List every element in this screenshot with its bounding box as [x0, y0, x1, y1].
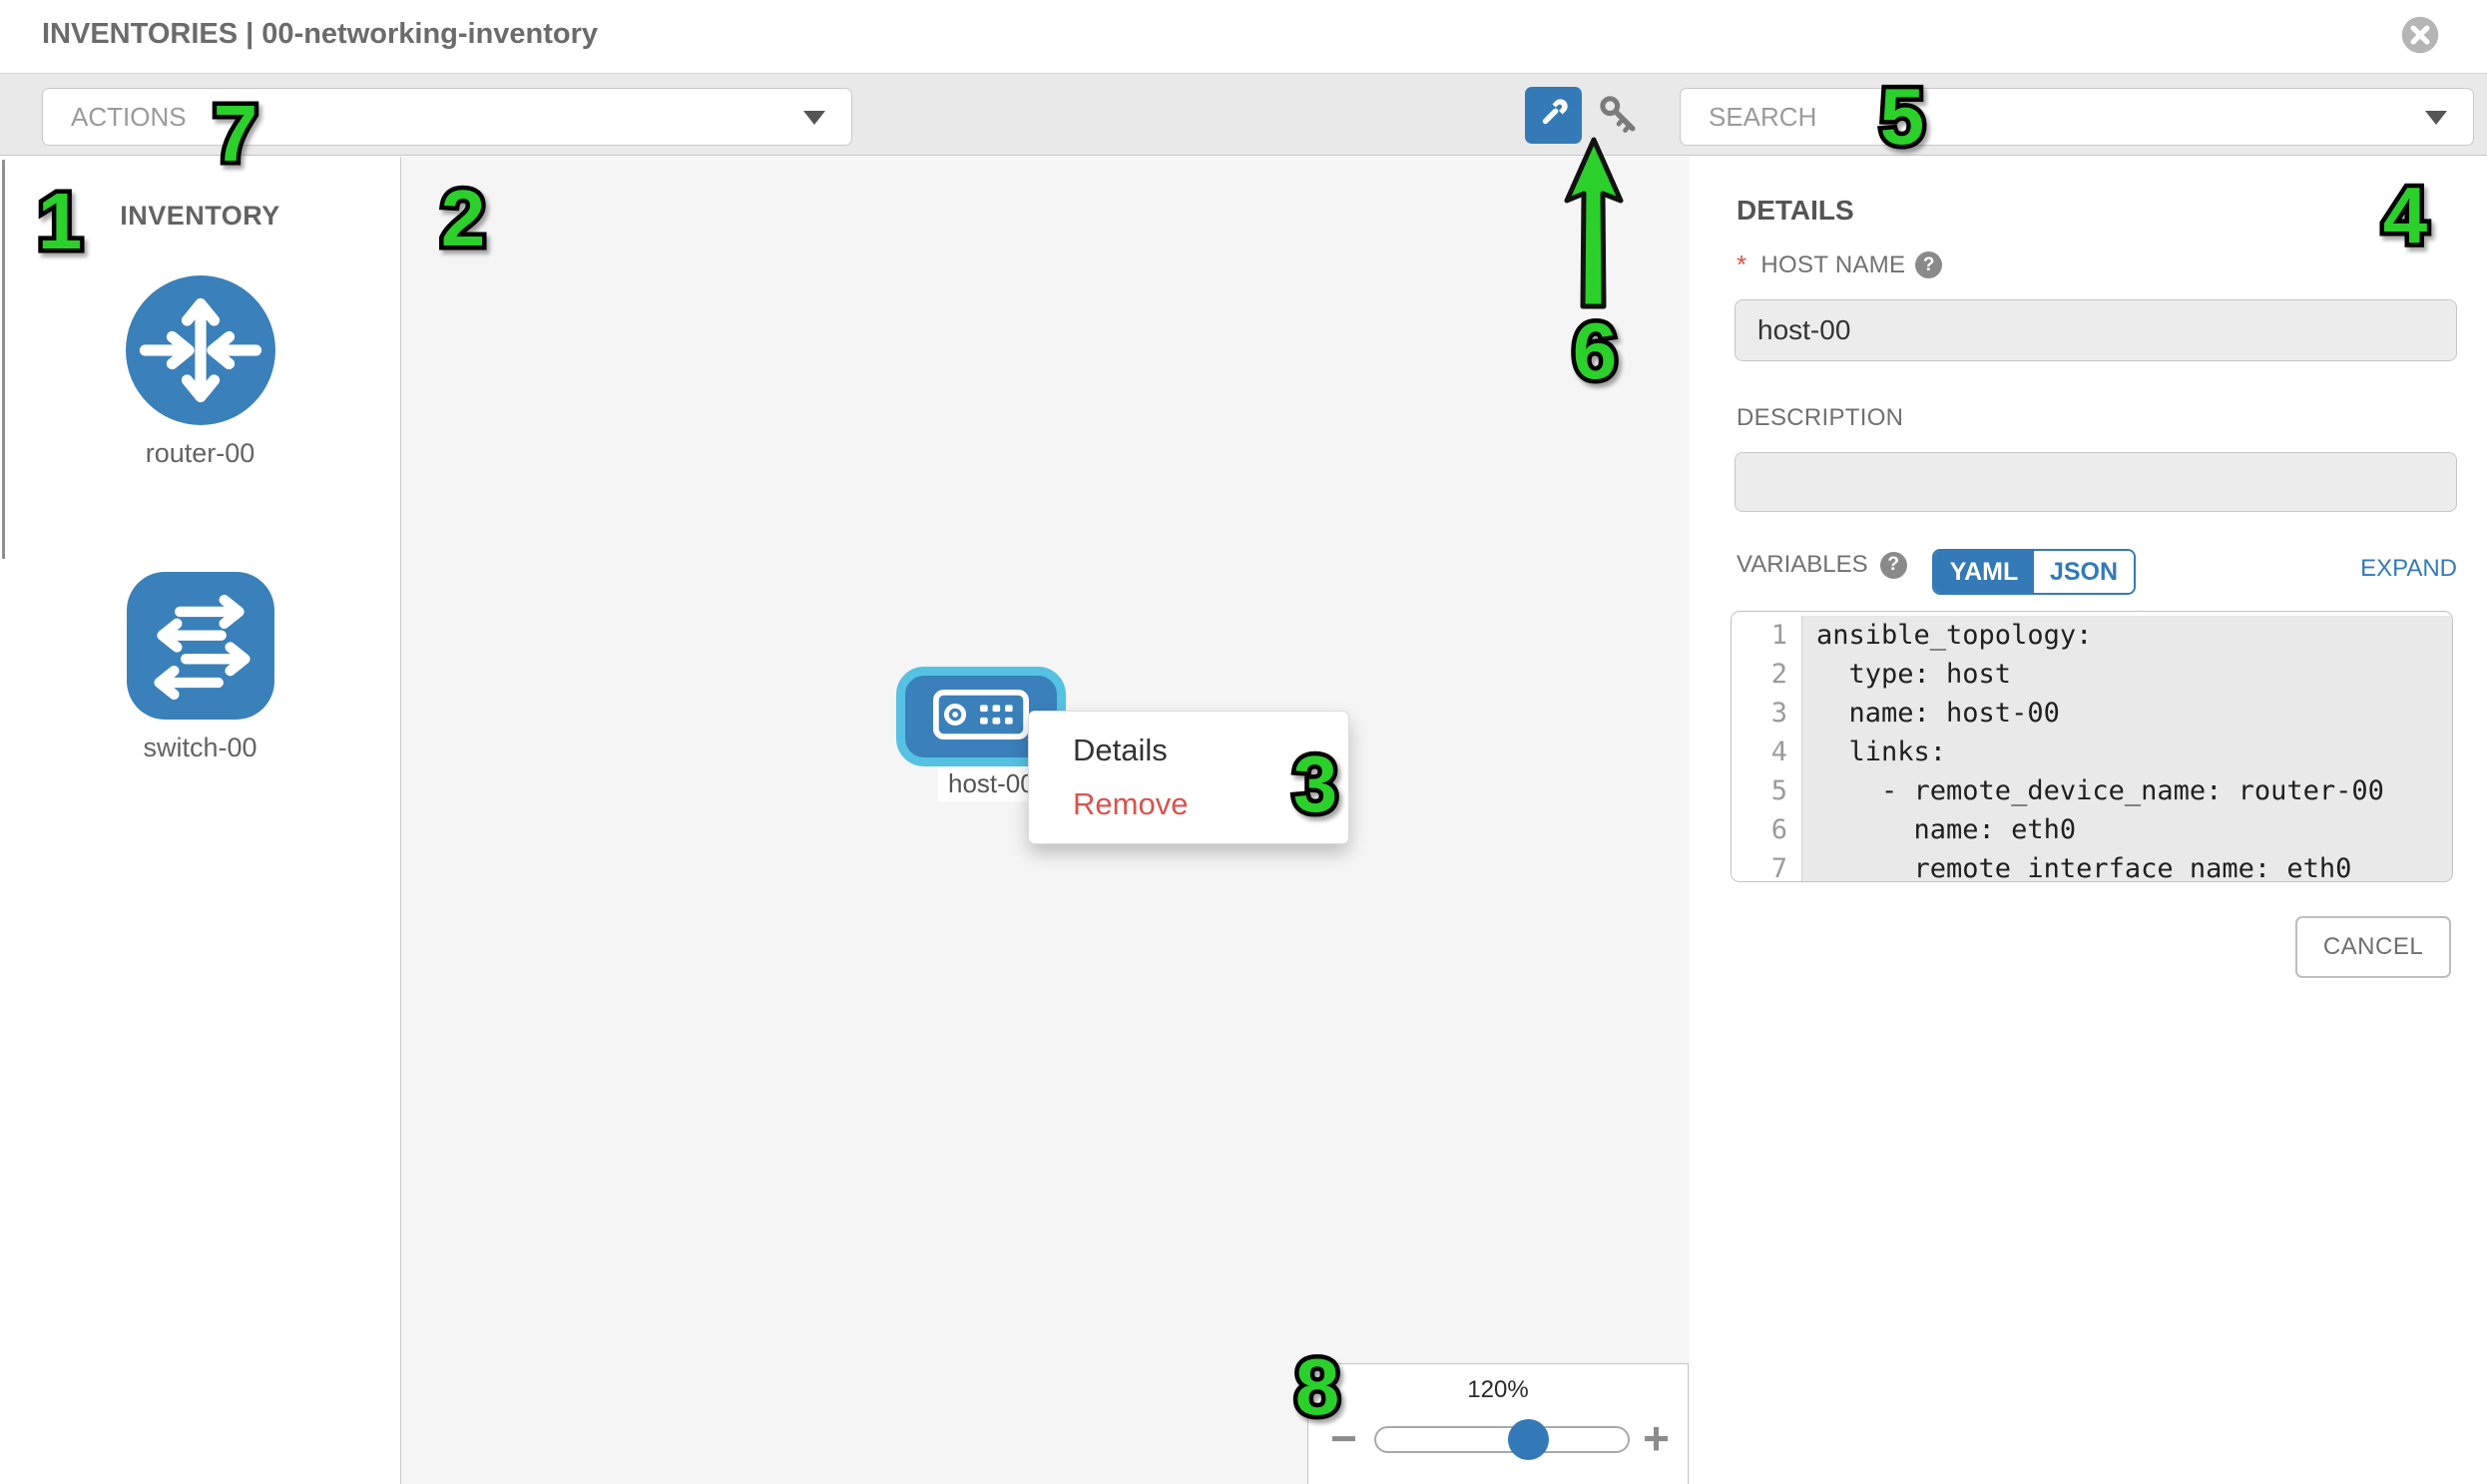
actions-dropdown[interactable]: ACTIONS: [42, 88, 852, 146]
caret-down-icon: [2425, 111, 2447, 125]
annotation-arrow-up: [1562, 137, 1626, 316]
annotation-marker-1: 1: [33, 173, 86, 270]
editor-line: 3 name: host-00: [1732, 694, 2452, 733]
variables-row: VARIABLES ? YAML JSON EXPAND: [1737, 549, 2457, 597]
zoom-panel: 120% − +: [1307, 1363, 1689, 1484]
page-title: INVENTORIES | 00-networking-inventory: [42, 18, 599, 50]
caret-down-icon: [803, 111, 825, 125]
host-icon: [933, 689, 1029, 744]
close-icon[interactable]: [2401, 16, 2439, 54]
host-name-label: * HOST NAME ?: [1737, 249, 1943, 280]
actions-dropdown-label: ACTIONS: [71, 101, 187, 132]
sidebar-scrollbar[interactable]: [2, 160, 5, 559]
header: INVENTORIES | 00-networking-inventory: [0, 0, 2487, 73]
editor-line: 7 remote_interface_name: eth0: [1732, 849, 2452, 881]
required-marker: *: [1737, 249, 1747, 279]
device-label: router-00: [145, 438, 255, 468]
router-icon: [125, 275, 275, 430]
annotation-marker-7: 7: [209, 85, 261, 183]
description-input[interactable]: [1735, 452, 2457, 512]
key-icon: [1596, 92, 1642, 143]
device-label: switch-00: [143, 733, 257, 762]
host-node-label: host-00: [938, 766, 1045, 801]
zoom-slider[interactable]: [1374, 1419, 1630, 1460]
toggle-yaml[interactable]: YAML: [1934, 551, 2034, 593]
toggle-json[interactable]: JSON: [2034, 551, 2134, 593]
annotation-marker-3: 3: [1288, 736, 1341, 833]
search-dropdown[interactable]: SEARCH: [1680, 88, 2474, 146]
annotation-marker-6: 6: [1568, 302, 1621, 400]
help-icon[interactable]: ?: [1879, 551, 1907, 579]
description-label: DESCRIPTION: [1737, 404, 1904, 431]
switch-icon: [126, 572, 275, 725]
annotation-marker-8: 8: [1290, 1338, 1343, 1436]
details-panel: DETAILS * HOST NAME ? DESCRIPTION VARIAB…: [1690, 157, 2487, 1484]
topology-canvas[interactable]: host-00 Details Remove 120% − +: [401, 157, 1690, 1484]
zoom-out-icon[interactable]: −: [1330, 1412, 1357, 1464]
wrench-icon: [1533, 92, 1575, 139]
editor-line: 2 type: host: [1732, 655, 2452, 694]
context-menu-item-details[interactable]: Details: [1073, 733, 1168, 767]
toolbar: ACTIONS: [0, 73, 2487, 156]
editor-line: 5 - remote_device_name: router-00: [1732, 771, 2452, 810]
palette-item-switch[interactable]: switch-00: [0, 572, 400, 763]
context-menu-item-remove[interactable]: Remove: [1073, 786, 1189, 821]
key-button[interactable]: [1595, 93, 1643, 141]
inventory-sidebar: INVENTORY router-00: [0, 157, 401, 1484]
host-name-input[interactable]: [1735, 299, 2457, 361]
annotation-marker-4: 4: [2378, 167, 2431, 264]
format-toggle: YAML JSON: [1932, 549, 2136, 595]
editor-line: 6 name: eth0: [1732, 810, 2452, 849]
inventory-heading: INVENTORY: [120, 201, 280, 231]
zoom-level: 120%: [1467, 1376, 1529, 1403]
host-node[interactable]: [896, 667, 1066, 766]
variables-editor[interactable]: 1 ansible_topology: 2 type: host 3 name: …: [1731, 611, 2453, 882]
zoom-slider-thumb[interactable]: [1508, 1419, 1549, 1460]
annotation-marker-2: 2: [436, 170, 489, 267]
help-icon[interactable]: ?: [1915, 251, 1943, 278]
variables-label: VARIABLES ?: [1737, 551, 1907, 579]
zoom-in-icon[interactable]: +: [1643, 1412, 1670, 1464]
tools-button[interactable]: [1525, 87, 1582, 144]
details-heading: DETAILS: [1737, 195, 1854, 226]
context-menu: Details Remove: [1028, 711, 1349, 844]
palette-item-router[interactable]: router-00: [0, 275, 400, 469]
editor-line: 4 links:: [1732, 733, 2452, 771]
annotation-marker-5: 5: [1875, 68, 1928, 166]
search-dropdown-label: SEARCH: [1709, 101, 1817, 132]
cancel-button[interactable]: CANCEL: [2295, 916, 2451, 978]
expand-link[interactable]: EXPAND: [2360, 555, 2457, 582]
editor-line: 1 ansible_topology:: [1732, 616, 2452, 655]
